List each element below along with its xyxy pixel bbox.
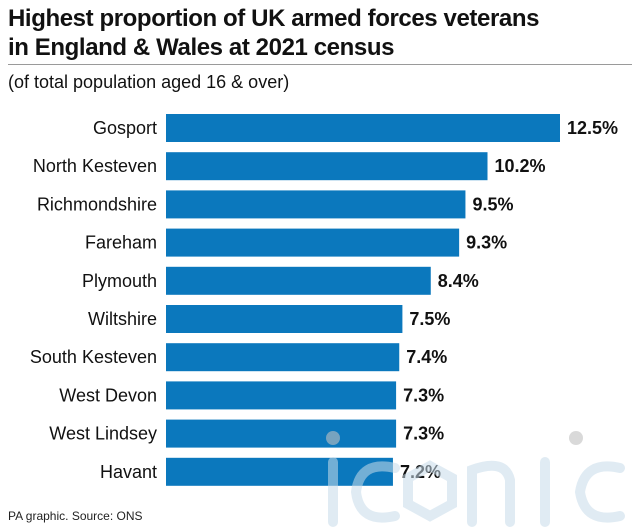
value-label: 7.3%	[403, 424, 444, 444]
bar-west-devon	[166, 381, 397, 410]
category-label: Havant	[100, 462, 157, 482]
chart-title: Highest proportion of UK armed forces ve…	[8, 4, 632, 62]
bar-wiltshire	[166, 305, 403, 333]
chart-subtitle: (of total population aged 16 & over)	[8, 72, 290, 92]
bar-north-kesteven	[166, 152, 488, 181]
value-label: 10.2%	[495, 156, 546, 176]
value-label: 7.5%	[409, 309, 450, 329]
category-label: Gosport	[93, 118, 157, 138]
category-label: Wiltshire	[88, 309, 157, 329]
value-label: 9.5%	[472, 194, 513, 214]
value-label: 7.4%	[406, 347, 447, 367]
title-line-2: in England & Wales at 2021 census	[8, 34, 395, 61]
category-label: West Devon	[59, 385, 157, 405]
title-line-1: Highest proportion of UK armed forces ve…	[8, 5, 540, 32]
bar-havant	[166, 457, 393, 486]
category-label: Richmondshire	[37, 194, 157, 214]
title-divider	[8, 64, 632, 65]
value-label: 12.5%	[567, 118, 618, 138]
category-label: South Kesteven	[30, 347, 157, 367]
category-label: North Kesteven	[33, 156, 157, 176]
value-label: 8.4%	[438, 271, 479, 291]
bar-richmondshire	[166, 190, 466, 219]
category-label: Plymouth	[82, 271, 157, 291]
bar-south-kesteven	[166, 343, 400, 372]
value-label: 9.3%	[466, 233, 507, 253]
bar-fareham	[166, 228, 460, 257]
value-label: 7.2%	[400, 462, 441, 482]
category-label: Fareham	[85, 233, 157, 253]
value-label: 7.3%	[403, 385, 444, 405]
category-label: West Lindsey	[49, 424, 157, 444]
bar-plymouth	[166, 266, 431, 295]
bar-gosport	[166, 114, 560, 142]
source-note: PA graphic. Source: ONS	[8, 509, 143, 523]
bar-west-lindsey	[166, 419, 397, 448]
